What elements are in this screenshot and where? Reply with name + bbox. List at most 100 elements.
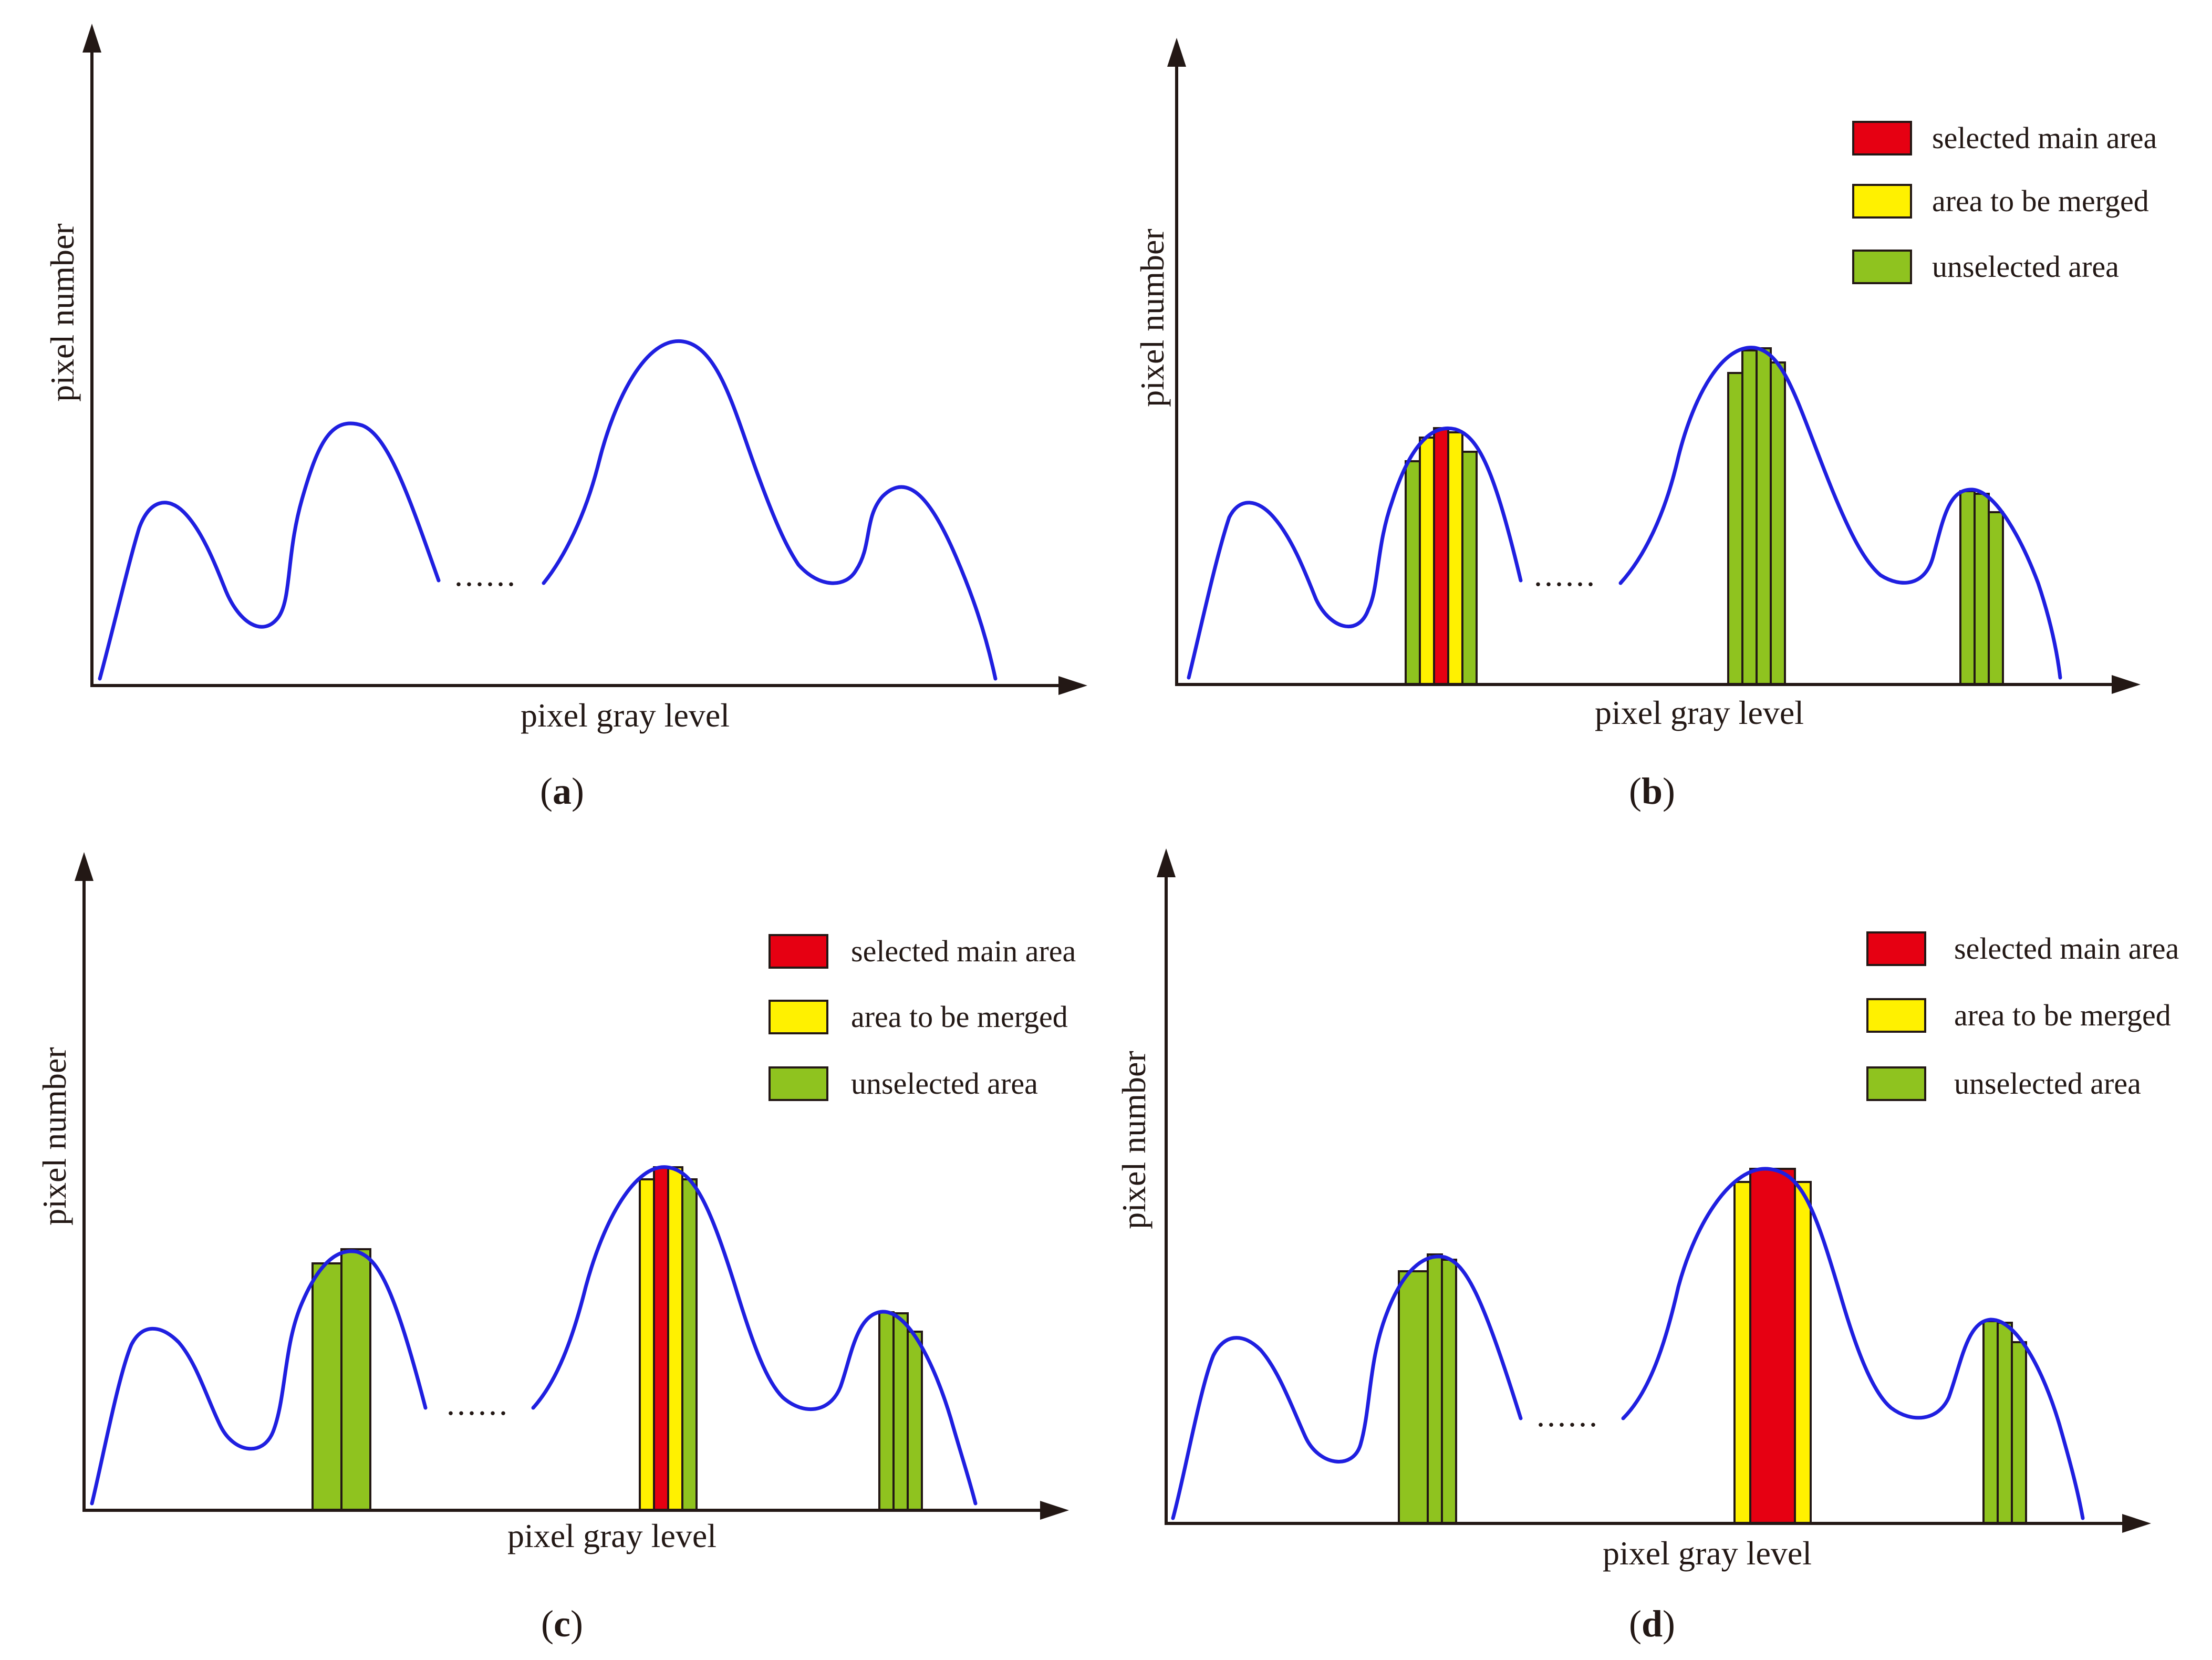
legend-item-unselected-area: unselected area xyxy=(769,1066,1038,1101)
panel-b-stripe-unselected xyxy=(1974,493,1990,686)
legend-swatch-red xyxy=(769,934,828,969)
panel-a-curve xyxy=(98,339,998,681)
panel-c-y-arrow xyxy=(75,852,94,881)
panel-b-stripe-merge xyxy=(1447,431,1463,686)
panel-c-stripe-unselected xyxy=(311,1262,342,1511)
panel-a-caption-letter: a xyxy=(553,770,572,812)
panel-d-xlabel: pixel gray level xyxy=(1603,1534,1812,1572)
panel-b-bars xyxy=(1405,347,2004,686)
panel-d-stripe-unselected xyxy=(1997,1322,2013,1524)
legend-swatch-green xyxy=(1852,250,1912,284)
panel-a-x-arrow xyxy=(1058,676,1087,695)
svg-text:(d): (d) xyxy=(1629,1603,1675,1645)
legend-swatch-yellow xyxy=(769,1000,828,1034)
panel-c-stripe-merge xyxy=(639,1178,655,1511)
panel-c-stripe-unselected xyxy=(892,1312,909,1511)
legend-item-unselected-area: unselected area xyxy=(1852,250,2119,284)
panel-b-ellipsis: ...... xyxy=(1534,556,1597,593)
panel-c-stripe-unselected xyxy=(878,1311,895,1511)
panel-a-y-arrow xyxy=(82,24,101,53)
panel-b-stripe-unselected xyxy=(1405,460,1421,686)
panel-b-stripe-unselected xyxy=(1770,361,1786,686)
panel-b-stripe-unselected xyxy=(1461,451,1478,686)
panel-b-x-arrow xyxy=(2112,675,2141,694)
legend-label: selected main area xyxy=(1954,931,2179,966)
svg-text:(c): (c) xyxy=(541,1603,583,1645)
panel-c-stripe-main xyxy=(653,1166,669,1511)
panel-c: ...... pixel gray level pixel number sel… xyxy=(36,852,1076,1645)
panel-b-stripe-unselected xyxy=(1727,372,1743,686)
panel-a-caption: (a) xyxy=(540,770,584,812)
panel-d-legend: selected main area area to be merged uns… xyxy=(1866,931,2179,1101)
panel-d-stripe-merge xyxy=(1794,1181,1812,1524)
legend-label: unselected area xyxy=(1954,1066,2141,1101)
panel-d-stripe-merge xyxy=(1733,1181,1751,1524)
panel-a-axes xyxy=(82,24,1087,695)
legend-swatch-yellow xyxy=(1852,184,1912,219)
panel-d-y-arrow xyxy=(1157,848,1176,877)
legend-item-area-to-be-merged: area to be merged xyxy=(769,1000,1068,1034)
panel-d-stripe-unselected xyxy=(1427,1253,1443,1524)
panel-b-caption: (b) xyxy=(1629,770,1675,812)
panel-b-xlabel: pixel gray level xyxy=(1595,694,1804,731)
panel-b-stripe-unselected xyxy=(1988,511,2004,686)
panel-c-caption: (c) xyxy=(541,1603,583,1645)
panel-a-ellipsis: ...... xyxy=(454,556,517,593)
svg-text:(a): (a) xyxy=(540,770,584,812)
panel-a-xlabel: pixel gray level xyxy=(521,697,730,734)
legend-swatch-yellow xyxy=(1866,998,1926,1033)
panel-c-x-arrow xyxy=(1040,1501,1069,1520)
panel-d-caption: (d) xyxy=(1629,1603,1675,1645)
panel-b-stripe-unselected xyxy=(1959,490,1976,686)
panel-d-caption-letter: d xyxy=(1642,1603,1663,1645)
panel-d-axes xyxy=(1157,848,2151,1533)
panel-a-ylabel: pixel number xyxy=(44,223,81,401)
panel-c-stripe-unselected xyxy=(681,1178,698,1511)
panel-b-curve xyxy=(1187,346,2062,680)
panel-c-ylabel: pixel number xyxy=(36,1047,73,1225)
panel-c-stripe-unselected xyxy=(340,1248,371,1511)
panel-d-bars xyxy=(1398,1168,2027,1524)
panel-c-axes xyxy=(75,852,1069,1520)
panel-b-caption-letter: b xyxy=(1642,770,1663,812)
panel-d-stripe-main xyxy=(1749,1168,1796,1524)
legend-item-selected-main-area: selected main area xyxy=(1852,121,2157,155)
svg-text:(b): (b) xyxy=(1629,770,1675,812)
legend-item-area-to-be-merged: area to be merged xyxy=(1852,184,2149,219)
panel-c-bars xyxy=(311,1166,923,1511)
panel-d-ellipsis: ...... xyxy=(1536,1396,1600,1434)
panel-c-caption-letter: c xyxy=(554,1603,570,1645)
panel-b-legend: selected main area area to be merged uns… xyxy=(1852,121,2157,284)
panel-c-stripe-merge xyxy=(667,1166,683,1511)
panel-a: ...... pixel gray level pixel number (a) xyxy=(44,24,1087,812)
panel-d-stripe-unselected xyxy=(1398,1270,1429,1524)
panel-b-axes xyxy=(1167,38,2141,694)
legend-label: area to be merged xyxy=(1932,184,2149,218)
panel-c-curve xyxy=(90,1165,978,1506)
panel-c-ellipsis: ...... xyxy=(446,1385,510,1422)
panel-b-stripe-unselected xyxy=(1756,347,1772,686)
legend-item-unselected-area: unselected area xyxy=(1866,1066,2141,1101)
panel-d: ...... pixel gray level pixel number sel… xyxy=(1115,848,2179,1645)
legend-label: selected main area xyxy=(1932,121,2157,155)
legend-swatch-red xyxy=(1866,931,1926,966)
legend-item-selected-main-area: selected main area xyxy=(769,934,1076,969)
legend-item-selected-main-area: selected main area xyxy=(1866,931,2179,966)
panel-b-y-arrow xyxy=(1167,38,1186,67)
legend-label: area to be merged xyxy=(1954,998,2171,1032)
panel-b-stripe-unselected xyxy=(1741,349,1758,686)
panel-d-curve xyxy=(1171,1167,2085,1520)
panel-b-ylabel: pixel number xyxy=(1134,229,1171,407)
panel-b-stripe-merge xyxy=(1419,437,1435,686)
legend-item-area-to-be-merged: area to be merged xyxy=(1866,998,2171,1033)
legend-label: unselected area xyxy=(1932,250,2119,284)
panel-c-xlabel: pixel gray level xyxy=(507,1517,716,1554)
legend-label: area to be merged xyxy=(851,1000,1068,1034)
panel-b-stripe-main xyxy=(1433,427,1449,686)
panel-d-stripe-unselected xyxy=(1441,1259,1457,1524)
panel-d-stripe-unselected xyxy=(2011,1341,2027,1524)
panel-d-x-arrow xyxy=(2122,1514,2151,1533)
legend-swatch-green xyxy=(1866,1066,1926,1101)
panel-c-stripe-unselected xyxy=(907,1331,923,1511)
